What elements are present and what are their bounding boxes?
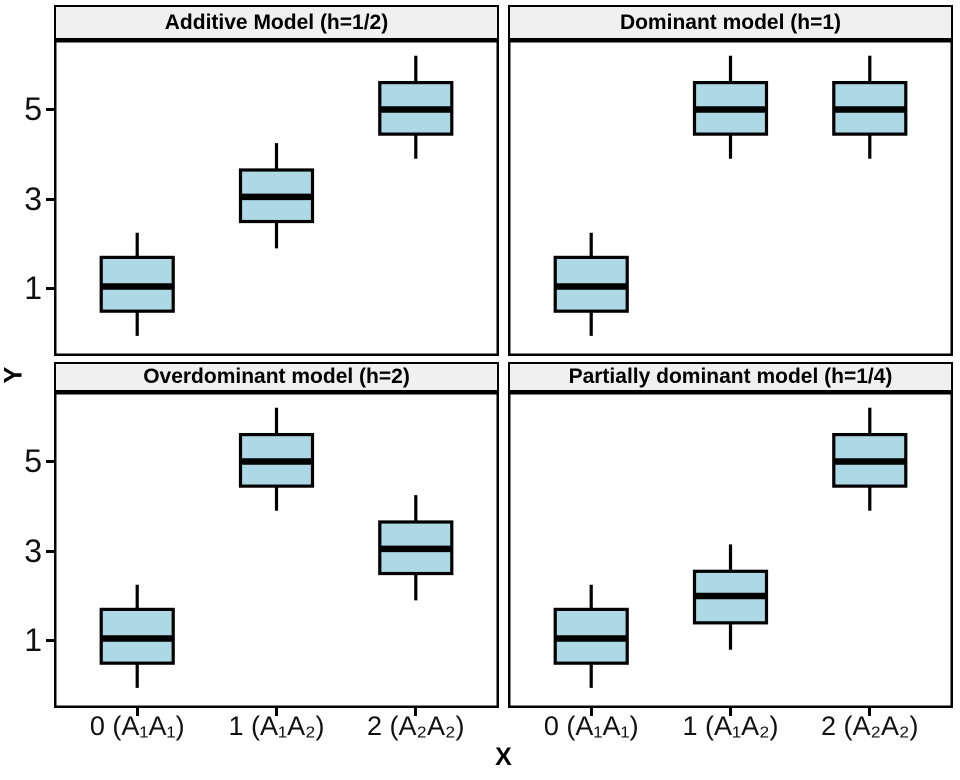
boxplot [238,143,315,249]
facet-panel [54,40,499,356]
y-tick-mark [46,459,54,463]
facet-strip: Partially dominant model (h=1/4) [508,362,953,392]
facet-title: Overdominant model (h=2) [143,365,410,388]
x-tick-label: 0 (A₁A₁) [89,711,185,741]
panel-border [508,392,953,708]
facet-plot-area [54,40,499,356]
facet-panel [508,40,953,356]
facet-title: Partially dominant model (h=1/4) [568,365,893,388]
boxplot [692,544,769,650]
boxplot [832,55,908,159]
y-tick-label: 5 [24,90,42,127]
y-tick-mark [46,287,54,291]
boxplot [99,232,175,336]
facet-strip: Overdominant model (h=2) [54,362,499,392]
boxplot [378,495,454,601]
y-tick-label: 5 [24,442,42,479]
x-tick-label: 2 (A₂A₂) [821,711,919,741]
y-tick-mark [46,107,54,111]
facet-plot-area [508,40,953,356]
y-tick-mark [46,639,54,643]
y-tick-label: 1 [24,622,42,659]
y-tick-label: 3 [24,532,42,569]
y-tick-mark [46,197,54,201]
x-tick-label: 1 (A₁A₂) [228,711,325,741]
facet-title: Additive Model (h=1/2) [164,10,389,34]
x-tick-mark [275,708,278,716]
x-tick-label: 1 (A₁A₂) [682,711,779,741]
panel-border [54,40,499,356]
x-tick-mark [414,708,418,716]
facet-strip: Dominant model (h=1) [508,5,953,40]
x-tick-mark [135,708,139,716]
x-tick-label: 2 (A₂A₂) [367,711,465,741]
boxplot [832,407,908,511]
facet-strip: Additive Model (h=1/2) [54,5,499,40]
facet-plot-area [508,392,953,708]
panel-border [54,392,499,708]
boxplot [692,55,769,159]
boxplot [553,584,629,688]
y-tick-label: 1 [24,270,42,307]
x-tick-mark [729,708,732,716]
boxplot [99,584,175,688]
x-tick-mark [868,708,872,716]
y-tick-mark [46,549,54,553]
y-tick-label: 3 [24,180,42,217]
boxplot [238,407,315,511]
boxplot [378,55,454,159]
facet-panel [54,392,499,708]
y-axis-title: Y [0,366,28,384]
facet-plot-area [54,392,499,708]
x-axis-title: X [495,743,512,771]
facet-panel [508,392,953,708]
panel-border [508,40,953,356]
boxplot [553,232,629,336]
x-tick-mark [589,708,593,716]
x-tick-label: 0 (A₁A₁) [543,711,639,741]
facet-title: Dominant model (h=1) [619,10,842,34]
